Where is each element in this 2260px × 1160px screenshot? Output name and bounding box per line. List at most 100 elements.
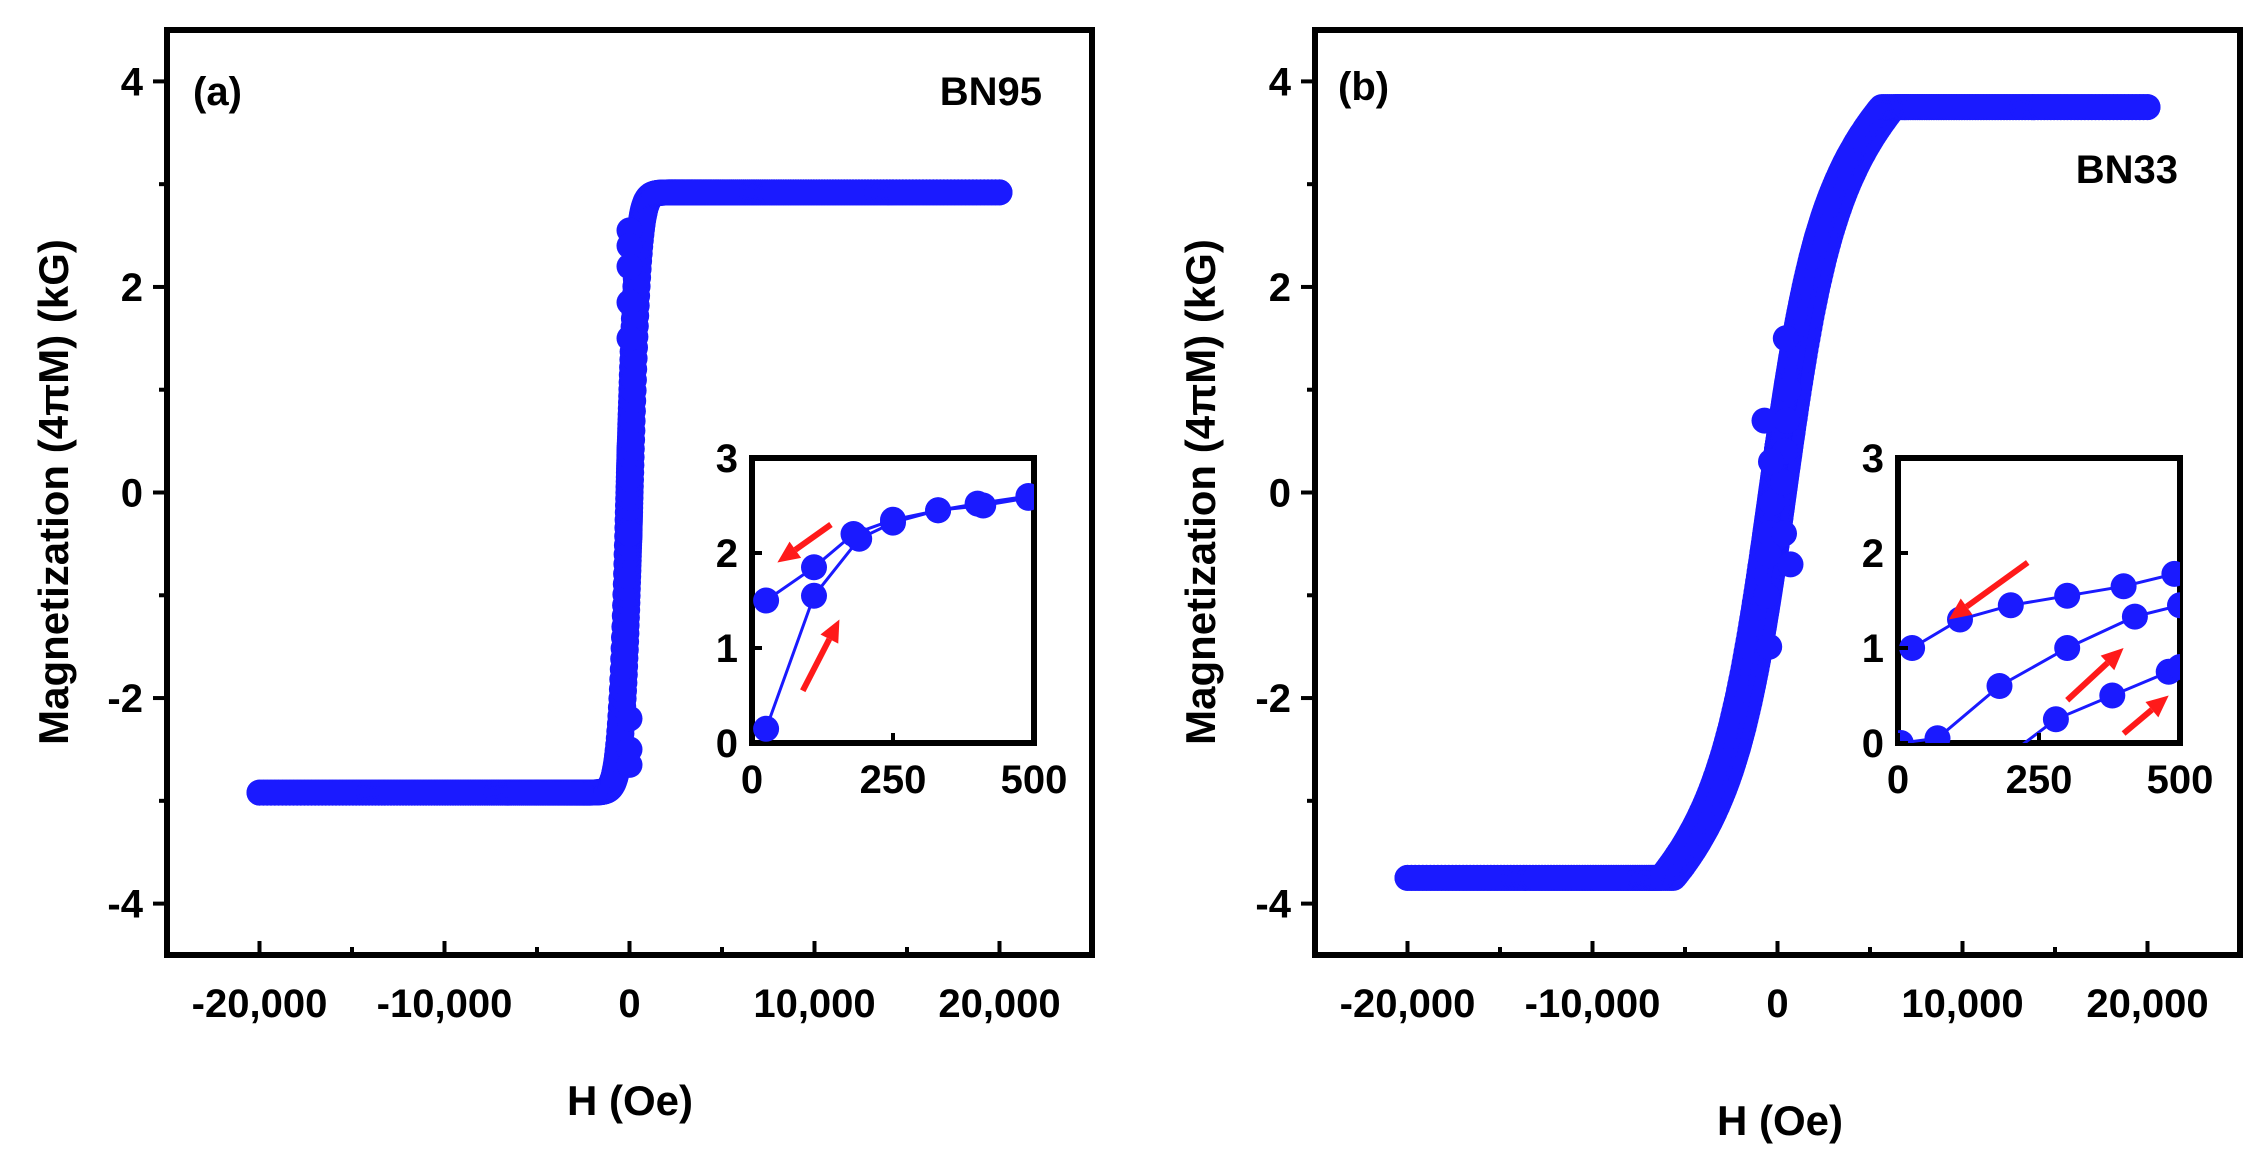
x-tick-label: 20,000 (2086, 982, 2208, 1026)
data-point (1777, 551, 1804, 578)
inset-y-tick-label: 3 (716, 437, 738, 481)
inset-y-tick-label: 1 (716, 627, 738, 671)
panel-b-x-axis-label: H (Oe) (1717, 1097, 1843, 1144)
red-arrow-head (777, 541, 802, 563)
inset-data-point (1899, 635, 1926, 661)
panel-b-sample-label: BN33 (2076, 148, 2178, 192)
panel-a-data-points (246, 179, 1013, 806)
red-arrow-head (2145, 695, 2169, 718)
data-point (1773, 407, 1800, 434)
inset-x-tick-label: 500 (1001, 758, 1068, 802)
data-point (616, 464, 643, 491)
inset-plot-area (753, 483, 1034, 742)
panel-a: -20,000 -10,000 0 10,000 20,000 -4 -2 0 2 4 (a) B… (30, 27, 1095, 1124)
inset-data-point (1015, 483, 1034, 509)
data-point (1775, 376, 1802, 403)
inset-y-tick-label: 2 (1862, 532, 1884, 576)
x-tick-label: -20,000 (1340, 982, 1476, 1026)
data-point (616, 751, 643, 778)
panel-a-y-axis-label: Magnetization (4πM) (kG) (30, 239, 77, 745)
red-arrow (793, 522, 833, 553)
y-tick-label: -4 (1255, 883, 1291, 927)
inset-data-point (2167, 592, 2180, 619)
red-arrow (800, 637, 833, 693)
inset-x-tick-label: 0 (1887, 758, 1909, 802)
panel-a-inset-ticks: 0 250 500 0 1 2 3 (716, 437, 1068, 802)
panel-b-axis-ticks: -20,000 -10,000 0 10,000 20,000 -4 -2 0 2 4 (1255, 60, 2242, 1026)
inset-y-tick-label: 1 (1862, 627, 1884, 671)
red-arrow-head (1948, 598, 1973, 620)
inset-data-point (2099, 682, 2126, 709)
inset-data-point (2121, 603, 2148, 630)
inset-data-point (2054, 582, 2081, 609)
inset-x-tick-label: 500 (2147, 758, 2214, 802)
inset-y-tick-label: 0 (1862, 722, 1884, 766)
data-point (1753, 582, 1780, 609)
inset-data-point (925, 497, 952, 524)
y-tick-label: -2 (1255, 677, 1291, 721)
panel-a-inset-marks (753, 483, 1034, 742)
inset-data-point (2110, 573, 2137, 600)
inset-y-tick-label: 2 (716, 532, 738, 576)
inset-data-point (846, 525, 873, 552)
panel-b-inset: 0 250 500 0 1 2 3 (1862, 437, 2214, 802)
panel-a-axis-ticks: -20,000 -10,000 0 10,000 20,000 -4 -2 0 2 4 (107, 60, 1094, 1026)
panel-a-sample-label: BN95 (940, 70, 1042, 114)
y-tick-label: -4 (107, 883, 143, 927)
x-tick-label: -20,000 (192, 982, 328, 1026)
x-tick-label: -10,000 (377, 982, 513, 1026)
inset-x-tick-label: 250 (2006, 758, 2073, 802)
y-tick-label: 2 (1269, 266, 1291, 310)
data-point (616, 289, 643, 316)
x-tick-label: -10,000 (1525, 982, 1661, 1026)
data-point (1758, 448, 1784, 475)
data-point (1755, 541, 1782, 568)
y-tick-label: 2 (121, 266, 143, 310)
data-point (616, 325, 643, 352)
data-point (2134, 94, 2161, 121)
panel-b-inset-ticks: 0 250 500 0 1 2 3 (1862, 437, 2214, 802)
inset-y-tick-label: 0 (716, 722, 738, 766)
data-point (1759, 489, 1785, 516)
y-tick-label: 4 (1269, 60, 1292, 104)
red-arrow-head (2100, 648, 2124, 671)
data-point (616, 253, 643, 280)
y-tick-label: 0 (1269, 472, 1291, 516)
panel-b-inset-marks (1898, 560, 2180, 743)
data-point (1771, 520, 1797, 547)
panel-a-label: (a) (193, 70, 242, 114)
data-point (1751, 407, 1778, 434)
data-point (1770, 469, 1796, 496)
inset-data-point (753, 587, 780, 614)
inset-data-point (1898, 730, 1914, 743)
data-point (616, 520, 643, 547)
inset-data-point (2042, 706, 2069, 733)
inset-data-point (801, 582, 827, 609)
panel-b-data-points (1394, 94, 2161, 891)
y-tick-label: -2 (107, 677, 143, 721)
red-arrow (2121, 707, 2154, 736)
inset-data-point (880, 509, 906, 536)
inset-data-point (801, 554, 827, 581)
data-point (616, 232, 643, 259)
inset-data-point (2054, 635, 2081, 661)
inset-x-tick-label: 0 (741, 758, 763, 802)
x-tick-label: 10,000 (753, 982, 875, 1026)
x-tick-label: 0 (1766, 982, 1788, 1026)
inset-plot-area (1898, 560, 2180, 743)
x-tick-label: 10,000 (1901, 982, 2023, 1026)
red-arrow-head (820, 619, 840, 644)
inset-data-point (753, 715, 780, 742)
inset-x-tick-label: 250 (860, 758, 927, 802)
data-point (1756, 633, 1783, 660)
panel-a-inset: 0 250 500 0 1 2 3 (716, 437, 1068, 802)
y-tick-label: 4 (121, 60, 144, 104)
data-point (616, 705, 643, 732)
inset-data-point (1997, 592, 2024, 619)
data-point (1772, 325, 1799, 352)
panel-b: -20,000 -10,000 0 10,000 20,000 -4 -2 0 2 4 (b) B… (1177, 27, 2243, 1144)
inset-data-point (1986, 673, 2013, 699)
data-point (986, 179, 1013, 206)
panel-b-label: (b) (1338, 65, 1389, 109)
